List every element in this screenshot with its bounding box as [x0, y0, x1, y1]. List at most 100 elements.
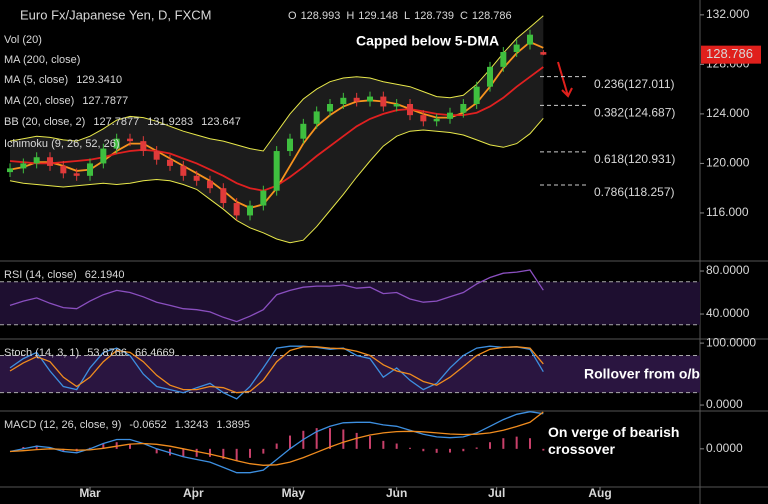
ohlc-key: L: [404, 10, 410, 22]
y-tick-label: 100.0000: [706, 335, 756, 349]
ohlc-key: H: [346, 10, 354, 22]
last-price-box: [701, 45, 761, 64]
candle-body: [300, 123, 307, 139]
y-tick-label: 116.000: [706, 205, 749, 219]
histogram-bar: [222, 448, 225, 459]
undefined: 127.7877: [93, 116, 139, 128]
histogram-bar: [249, 448, 251, 458]
fib-label: 0.786(118.257): [594, 185, 675, 199]
candle-body: [367, 96, 373, 102]
histogram-bar: [395, 443, 398, 449]
histogram-bar: [329, 428, 331, 449]
ohlc-value: 128.739: [414, 10, 454, 22]
histogram-bar: [115, 442, 118, 449]
candle-body: [33, 157, 40, 164]
undefined: 1.3243: [175, 419, 209, 431]
undefined: 127.7877: [82, 95, 128, 107]
annotation: Capped below 5-DMA: [356, 33, 499, 49]
candle-body: [100, 148, 107, 164]
fib-label: 0.618(120.931): [594, 152, 675, 166]
candle-body: [473, 86, 480, 104]
histogram-bar: [102, 444, 105, 449]
annotation: On verge of bearish crossover: [548, 424, 679, 457]
candle-body: [393, 104, 400, 107]
annotation: Rollover from o/b: [584, 366, 700, 382]
histogram-bar: [195, 448, 198, 457]
undefined: RSI (14, close): [4, 269, 77, 281]
undefined: 62.1940: [85, 269, 125, 281]
y-tick-label: 132.000: [706, 7, 750, 21]
y-tick-label: 0.0000: [706, 397, 743, 411]
histogram-bar: [275, 443, 278, 449]
candle-body: [340, 97, 347, 104]
candle-body: [513, 44, 520, 52]
band-line: [9, 15, 544, 152]
histogram-bar: [369, 436, 371, 449]
undefined: Ichimoku (9, 26, 52, 26): [4, 138, 120, 150]
histogram-bar: [422, 448, 425, 452]
candle-body: [273, 151, 280, 191]
candle-body: [260, 190, 267, 206]
histogram-bar: [209, 448, 211, 457]
candle-body: [233, 203, 240, 216]
histogram-bar: [155, 448, 158, 454]
candle-body: [73, 173, 80, 176]
candle-body: [207, 180, 213, 189]
candle-body: [313, 111, 320, 124]
histogram-bar: [409, 447, 411, 449]
candle-body: [20, 163, 27, 169]
candle-body: [167, 159, 173, 166]
histogram-bar: [289, 435, 291, 449]
undefined: BB (20, close, 2): [4, 116, 85, 128]
candle-body: [180, 165, 187, 176]
candle-body: [407, 104, 413, 116]
histogram-bar: [382, 440, 385, 449]
y-tick-label: 120.000: [706, 156, 750, 170]
histogram-bar: [462, 448, 465, 452]
histogram-bar: [449, 448, 451, 453]
undefined: 53.8766: [87, 347, 127, 359]
chart-title: Euro Fx/Japanese Yen, D, FXCM: [20, 7, 211, 22]
series-line: [9, 345, 544, 400]
histogram-bar: [129, 444, 131, 449]
histogram-bar: [529, 438, 531, 449]
y-tick-label: 124.000: [706, 106, 750, 120]
candle-body: [327, 104, 333, 112]
series-line: [9, 411, 544, 466]
last-price-label: 128.786: [706, 46, 753, 61]
arrow: [557, 61, 573, 98]
histogram-bar: [475, 447, 478, 449]
candle-body: [140, 141, 147, 152]
x-tick-label: May: [282, 486, 306, 500]
undefined: MA (5, close): [4, 74, 68, 86]
undefined: MACD (12, 26, close, 9): [4, 419, 121, 431]
y-tick-label: 80.0000: [706, 263, 750, 277]
ohlc-key: C: [460, 10, 468, 22]
ohlc-value: 128.786: [472, 10, 512, 22]
x-tick-label: Mar: [79, 486, 101, 500]
ohlc-key: O: [288, 10, 297, 22]
undefined: 66.4669: [135, 347, 175, 359]
candle-body: [220, 188, 227, 204]
series-line: [9, 269, 544, 323]
histogram-bar: [35, 445, 38, 449]
undefined: -0.0652: [129, 419, 166, 431]
bound-band: [0, 355, 700, 393]
candle-body: [540, 52, 547, 55]
candle-body: [87, 163, 93, 176]
candle-body: [353, 97, 360, 102]
ohlc-value: 128.993: [301, 10, 341, 22]
x-tick-label: Aug: [588, 486, 611, 500]
candle-body: [113, 138, 120, 149]
candle-body: [433, 118, 440, 122]
candle-body: [193, 175, 200, 181]
histogram-bar: [342, 429, 345, 449]
histogram-bar: [22, 446, 25, 449]
x-tick-label: Apr: [183, 486, 204, 500]
undefined: 131.9283: [147, 116, 193, 128]
candle-body: [47, 157, 53, 166]
candle-body: [447, 112, 453, 119]
candle-body: [460, 104, 467, 113]
series-line: [9, 346, 544, 394]
undefined: Stoch (14, 3, 1): [4, 347, 79, 359]
